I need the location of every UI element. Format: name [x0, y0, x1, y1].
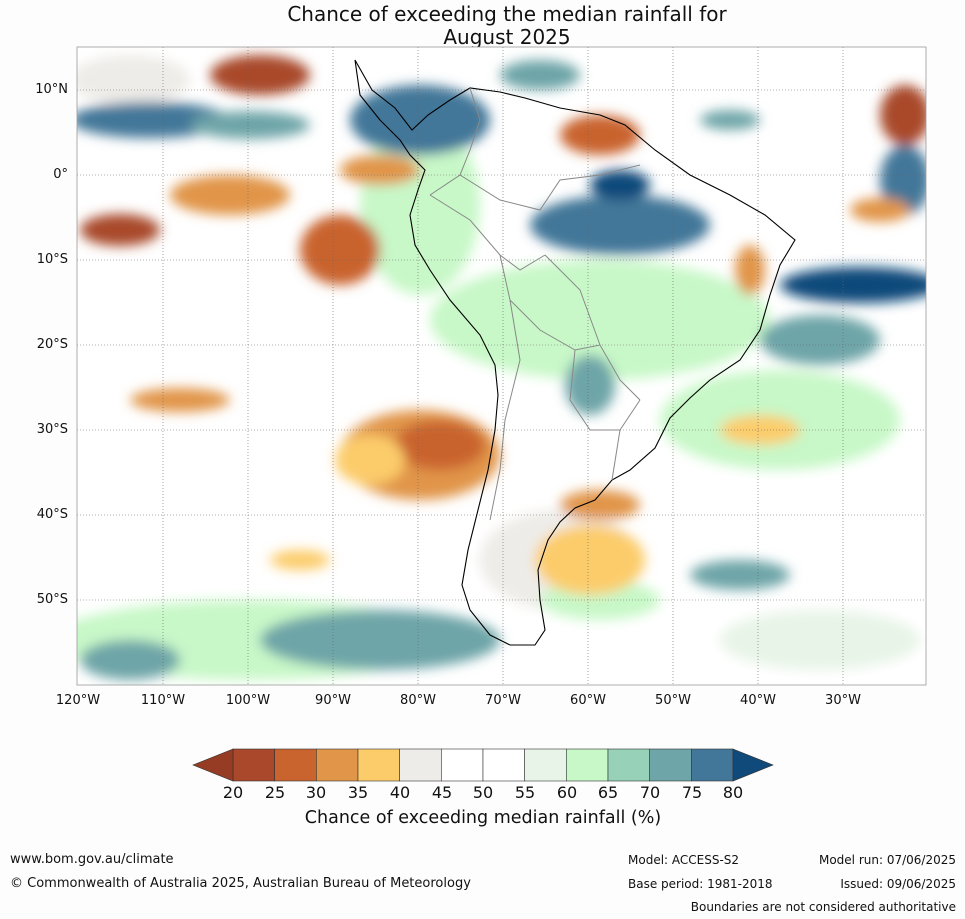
colorbar-tick: 30 — [305, 783, 327, 802]
lon-label: 120°W — [55, 693, 101, 708]
base-period-text: Base period: 1981-2018 — [628, 877, 773, 891]
map-frame — [76, 46, 927, 686]
colorbar-segment — [232, 748, 275, 782]
anomaly-patch — [170, 175, 290, 215]
colorbar-segment — [274, 748, 317, 782]
lon-label: 30°W — [825, 693, 861, 708]
coastline — [354, 59, 796, 646]
lon-label: 80°W — [400, 693, 436, 708]
colorbar-tick: 70 — [639, 783, 661, 802]
anomaly-patch — [350, 85, 490, 155]
anomaly-patch — [690, 560, 790, 590]
colorbar-tick: 55 — [514, 783, 536, 802]
anomaly-patch — [190, 111, 310, 139]
colorbar-tick: 40 — [389, 783, 411, 802]
title-line-1: Chance of exceeding the median rainfall … — [287, 2, 727, 26]
anomaly-patch — [880, 85, 926, 145]
anomaly-patch — [500, 60, 580, 90]
colorbar-tick: 50 — [472, 783, 494, 802]
anomaly-patch — [80, 640, 180, 680]
lat-label: 20°S — [36, 337, 68, 352]
anomaly-patch — [760, 315, 880, 365]
anomaly-patch — [560, 115, 640, 155]
lon-label: 60°W — [570, 693, 606, 708]
colorbar-segment — [399, 748, 442, 782]
colorbar-tick: 25 — [264, 783, 286, 802]
colorbar-segment — [441, 748, 484, 782]
colorbar-tick: 45 — [431, 783, 453, 802]
country-borders — [429, 87, 641, 521]
anomaly-patch — [880, 145, 926, 215]
lat-label: 10°N — [35, 82, 68, 97]
anomaly-patch — [210, 55, 310, 95]
anomaly-patch — [340, 155, 420, 185]
colorbar-tick: 20 — [222, 783, 244, 802]
colorbar-tick: 80 — [722, 783, 744, 802]
lon-label: 100°W — [225, 693, 271, 708]
anomaly-patch — [720, 415, 800, 445]
lat-label: 40°S — [36, 507, 68, 522]
anomaly-patch — [430, 260, 770, 380]
colorbar-segment — [649, 748, 692, 782]
colorbar-segment — [316, 748, 359, 782]
colorbar-over-arrow — [732, 748, 774, 782]
colorbar-segment — [691, 748, 734, 782]
colorbar-under-arrow — [192, 748, 234, 782]
probability-field — [77, 55, 926, 680]
disclaimer-text: Boundaries are not considered authoritat… — [690, 900, 956, 914]
model-run-text: Model run: 07/06/2025 — [818, 853, 956, 867]
anomaly-patch — [77, 102, 230, 138]
lon-label: 50°W — [655, 693, 691, 708]
lat-label: 0° — [53, 167, 68, 182]
colorbar-segment — [566, 748, 609, 782]
lat-label: 30°S — [36, 422, 68, 437]
map-area — [77, 47, 926, 685]
anomaly-patch — [565, 355, 615, 415]
anomaly-patch — [335, 435, 405, 485]
anomaly-patch — [130, 388, 230, 412]
colorbar-tick: 65 — [597, 783, 619, 802]
colorbar-segment — [357, 748, 400, 782]
anomaly-patch — [530, 195, 710, 255]
anomaly-patch — [395, 420, 485, 470]
issued-text: Issued: 09/06/2025 — [840, 877, 956, 891]
model-text: Model: ACCESS-S2 — [628, 853, 740, 867]
bom-url-link[interactable]: www.bom.gov.au/climate — [10, 852, 174, 867]
colorbar-label: Chance of exceeding median rainfall (%) — [304, 808, 662, 828]
title-line-2: August 2025 — [443, 25, 571, 49]
lat-label: 50°S — [36, 592, 68, 607]
anomaly-patch — [300, 215, 380, 285]
chart-title: Chance of exceeding the median rainfall … — [0, 3, 965, 49]
lat-label: 10°S — [36, 252, 68, 267]
anomaly-patch — [535, 525, 645, 595]
colorbar — [192, 748, 774, 782]
anomaly-patch — [270, 550, 330, 570]
anomaly-patch — [850, 198, 910, 222]
anomaly-patch — [780, 267, 926, 303]
anomaly-patch — [80, 214, 160, 246]
anomaly-patch — [720, 610, 920, 670]
colorbar-tick: 35 — [347, 783, 369, 802]
anomaly-patch — [77, 55, 190, 105]
anomaly-patch — [700, 110, 760, 130]
colorbar-segment — [524, 748, 567, 782]
graticule — [77, 47, 926, 685]
lon-label: 110°W — [140, 693, 186, 708]
colorbar-tick: 60 — [556, 783, 578, 802]
lon-label: 40°W — [740, 693, 776, 708]
anomaly-patch — [260, 610, 500, 670]
lon-label: 70°W — [485, 693, 521, 708]
colorbar-segment — [482, 748, 525, 782]
anomaly-patch — [735, 245, 765, 295]
colorbar-segment — [607, 748, 650, 782]
lon-label: 90°W — [315, 693, 351, 708]
copyright-text: © Commonwealth of Australia 2025, Austra… — [10, 876, 471, 891]
anomaly-patch — [590, 170, 650, 200]
colorbar-tick: 75 — [681, 783, 703, 802]
anomaly-patch — [560, 490, 640, 520]
